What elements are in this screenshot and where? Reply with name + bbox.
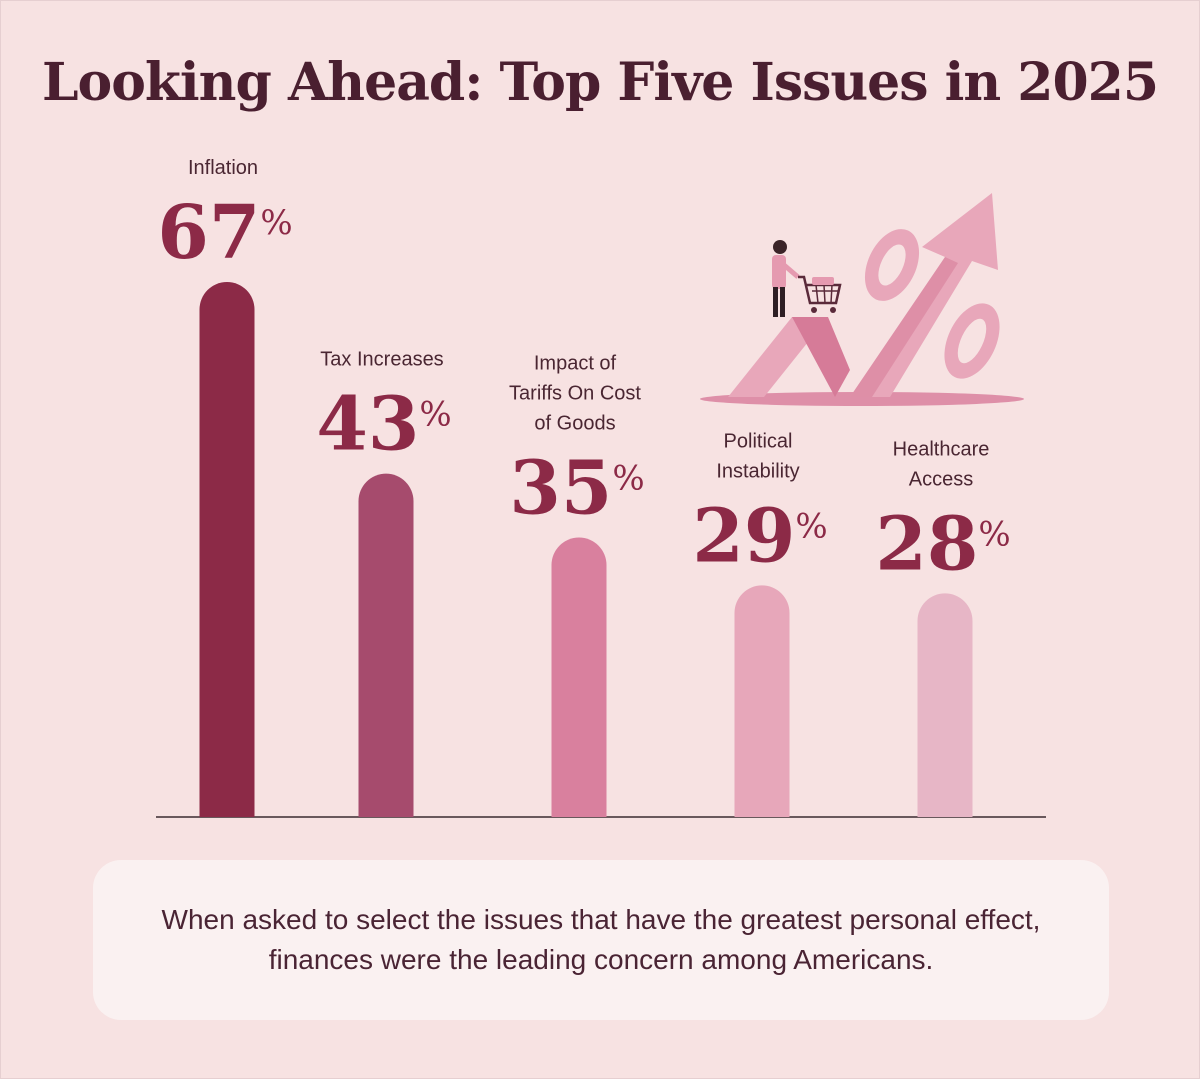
value-number: 35	[509, 446, 612, 532]
bar-5	[917, 593, 973, 817]
category-label-4-line-2: Instability	[716, 460, 799, 482]
value-label-2: 43%	[316, 382, 451, 468]
category-label-3-line-1: Impact of	[534, 353, 617, 375]
shopper-cart-percent-arrow-icon	[700, 193, 1024, 406]
value-label-4: 29%	[692, 493, 827, 579]
value-number: 28	[875, 501, 978, 587]
category-label-5-line-2: Access	[909, 468, 973, 490]
category-label-4-line-1: Political	[724, 430, 793, 452]
value-unit: %	[795, 506, 827, 546]
value-number: 67	[157, 190, 260, 276]
bar-2	[358, 473, 414, 817]
value-unit: %	[978, 514, 1010, 554]
category-label-3-line-2: Tariffs On Cost	[509, 383, 641, 405]
value-label-3: 35%	[509, 446, 644, 532]
bar-1	[199, 282, 255, 817]
caption-box: When asked to select the issues that hav…	[93, 860, 1109, 1020]
category-label-1-line-1: Inflation	[188, 157, 258, 179]
value-number: 43	[316, 382, 419, 468]
category-label-5-line-1: Healthcare	[893, 438, 990, 460]
bar-4	[734, 585, 790, 817]
value-unit: %	[260, 203, 292, 243]
page-title: Looking Ahead: Top Five Issues in 2025	[41, 52, 1159, 113]
bar-3	[551, 537, 607, 817]
value-label-1: 67%	[157, 190, 292, 276]
category-label-3-line-3: of Goods	[534, 413, 615, 435]
value-unit: %	[419, 395, 451, 435]
value-number: 29	[692, 493, 795, 579]
caption-text: When asked to select the issues that hav…	[161, 904, 1041, 975]
value-unit: %	[612, 459, 644, 499]
value-label-5: 28%	[875, 501, 1010, 587]
category-label-2-line-1: Tax Increases	[320, 349, 443, 371]
